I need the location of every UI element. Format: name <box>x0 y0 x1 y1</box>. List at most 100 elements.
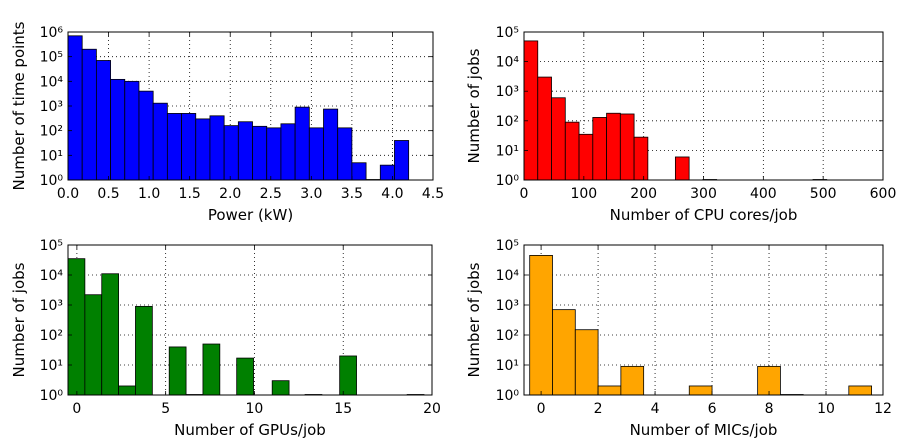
x-tick-label: 5 <box>161 401 170 417</box>
histogram-bar <box>124 80 140 181</box>
x-tick-label: 2 <box>594 401 603 417</box>
histogram-bar <box>135 305 153 396</box>
y-tick-label: 10⁴ <box>496 268 520 284</box>
y-tick-label: 10³ <box>496 84 519 100</box>
y-tick-label: 10² <box>496 328 519 344</box>
histogram-bar <box>67 35 83 181</box>
x-axis-label: Number of MICs/job <box>630 421 778 439</box>
chart-mics: 0 2 4 6 8 10 12 10⁰ 10¹ 10² 10³ 10⁴ 10⁵ Number of MIC… <box>465 238 892 439</box>
histogram-bar <box>394 140 410 181</box>
histogram-bar <box>564 121 580 181</box>
histogram-bar <box>351 162 367 181</box>
y-tick-label: 10⁴ <box>496 55 520 71</box>
histogram-bar <box>84 294 103 396</box>
x-tick-label: 4.5 <box>422 186 444 202</box>
histogram-bar <box>606 112 621 181</box>
y-tick-label: 10⁵ <box>40 238 63 254</box>
y-axis-label: Number of jobs <box>465 48 483 163</box>
histogram-bar <box>551 97 566 181</box>
y-tick-label: 10³ <box>496 298 519 314</box>
histogram-bar <box>674 156 690 181</box>
x-tick-label: 10 <box>817 401 835 417</box>
x-tick-label: 3.5 <box>341 186 363 202</box>
histogram-bar <box>81 48 97 181</box>
x-tick-label: 2.5 <box>260 186 282 202</box>
histogram-bar <box>757 365 781 396</box>
histogram-bar <box>574 329 599 396</box>
x-tick-label: 0.0 <box>57 186 79 202</box>
x-tick-label: 2.0 <box>219 186 241 202</box>
y-tick-label: 10⁴ <box>40 268 64 284</box>
x-tick-label: 4 <box>651 401 660 417</box>
histogram-bar <box>339 355 357 396</box>
x-axis-label: Power (kW) <box>208 206 293 224</box>
histogram-bar <box>195 118 211 181</box>
y-tick-label: 10¹ <box>40 358 63 374</box>
x-tick-label: 100 <box>570 186 597 202</box>
histogram-bar <box>181 113 197 181</box>
plot-frame <box>67 244 433 396</box>
y-tick-label: 10⁰ <box>496 388 520 404</box>
x-tick-label: 10 <box>246 401 264 417</box>
y-tick-label: 10⁵ <box>496 25 519 41</box>
x-axis-label: Number of GPUs/job <box>174 421 326 439</box>
histogram-bar <box>118 385 136 396</box>
histogram-bar <box>537 76 552 181</box>
histogram-bar <box>95 60 111 181</box>
histogram-bar <box>67 258 86 396</box>
y-axis-label: Number of jobs <box>465 262 483 377</box>
histogram-bar <box>168 346 187 396</box>
histogram-bar <box>138 90 154 181</box>
x-tick-label: 0 <box>72 401 81 417</box>
histogram-bar <box>633 136 649 181</box>
chart-cpu-cores: 0 100 200 300 400 500 600 10⁰ 10¹ 10² 10³ 10⁴ 10⁵ Num… <box>465 25 896 224</box>
x-tick-label: 1.5 <box>179 186 201 202</box>
chart-power: 0.0 0.5 1.0 1.5 2.0 2.5 3.0 3.5 4.0 4.5 10⁰ 10¹ 10² 1… <box>10 21 444 224</box>
histogram-bar <box>552 309 576 396</box>
histogram-bar <box>237 121 253 181</box>
x-tick-label: 600 <box>870 186 897 202</box>
histogram-bar <box>236 357 254 396</box>
x-tick-label: 12 <box>874 401 892 417</box>
histogram-bar <box>620 365 645 396</box>
x-axis-label: Number of CPU cores/job <box>610 206 798 224</box>
x-tick-label: 400 <box>750 186 777 202</box>
x-tick-label: 300 <box>690 186 717 202</box>
histogram-bar <box>529 255 553 396</box>
x-tick-label: 6 <box>708 401 717 417</box>
histogram-bar <box>110 78 126 181</box>
y-axis-label: Number of jobs <box>10 262 28 377</box>
x-tick-label: 0 <box>537 401 546 417</box>
histogram-bar <box>223 125 239 181</box>
x-tick-label: 200 <box>630 186 657 202</box>
x-tick-label: 4.0 <box>381 186 403 202</box>
histogram-bar <box>592 117 607 181</box>
histogram-bar <box>202 343 221 396</box>
histogram-bar <box>848 385 873 396</box>
y-axis-label: Number of time points <box>10 21 28 190</box>
histogram-bar <box>337 127 353 181</box>
histogram-bar <box>578 133 594 181</box>
y-tick-label: 10⁰ <box>496 173 520 189</box>
histogram-bar <box>597 385 622 396</box>
y-tick-label: 10² <box>496 114 519 130</box>
x-tick-label: 0.5 <box>97 186 119 202</box>
histogram-bar <box>252 125 268 181</box>
x-tick-label: 20 <box>423 401 441 417</box>
histogram-bar <box>271 380 290 396</box>
histogram-bar <box>308 127 324 181</box>
y-tick-label: 10⁰ <box>40 173 64 189</box>
y-tick-label: 10¹ <box>496 358 519 374</box>
y-tick-label: 10² <box>40 328 63 344</box>
y-tick-label: 10² <box>40 124 63 140</box>
y-tick-label: 10¹ <box>496 143 519 159</box>
chart-gpus: 0 5 10 15 20 10⁰ 10¹ 10² 10³ 10⁴ 10⁵ Number of GPUs… <box>10 238 441 439</box>
y-tick-label: 10³ <box>40 298 63 314</box>
y-tick-label: 10¹ <box>40 148 63 164</box>
x-tick-label: 15 <box>334 401 352 417</box>
histogram-bar <box>101 273 120 396</box>
x-tick-label: 8 <box>765 401 774 417</box>
y-tick-label: 10⁶ <box>40 25 64 41</box>
histogram-bar <box>688 385 713 396</box>
